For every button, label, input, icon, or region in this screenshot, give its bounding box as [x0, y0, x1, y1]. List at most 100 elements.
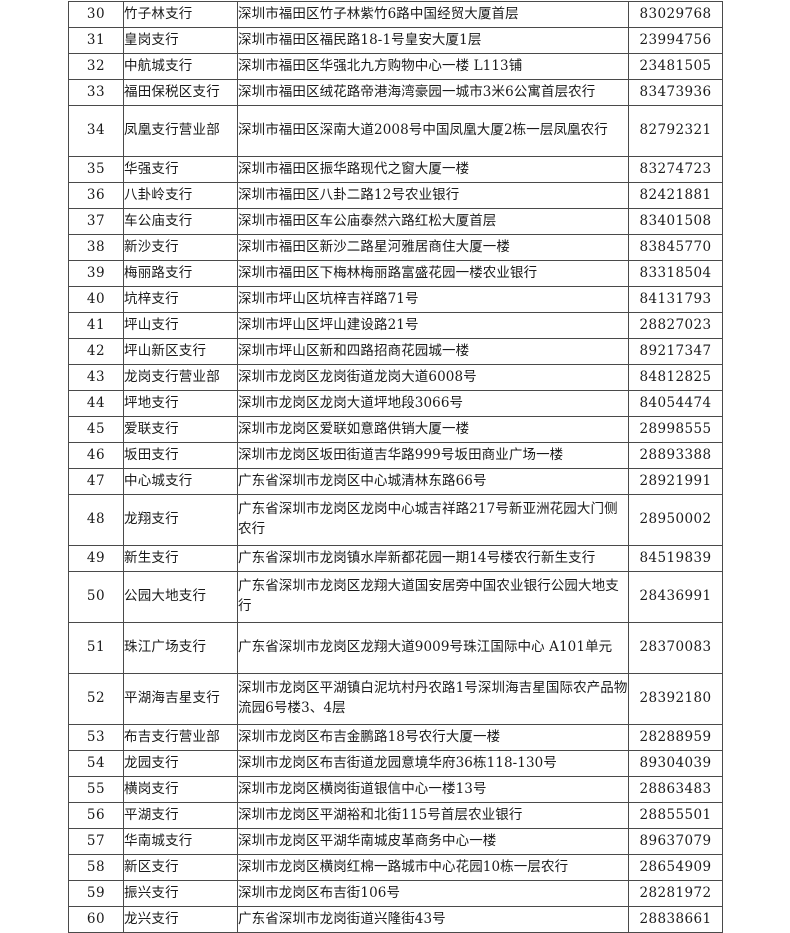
table-row: 44 坪地支行 深圳市龙岗区龙岗大道坪地段3066号 84054474	[68, 390, 723, 417]
cell-branch-address: 深圳市龙岗区平湖镇白泥坑村丹农路1号深圳海吉星国际农产品物流园6号楼3、4层	[237, 673, 629, 725]
cell-row-number: 48	[68, 494, 124, 546]
table-row: 42 坪山新区支行 深圳市坪山区新和四路招商花园城一楼 89217347	[68, 338, 723, 365]
cell-branch-phone: 82792321	[628, 105, 723, 157]
cell-branch-address: 深圳市福田区新沙二路星河雅居商住大厦一楼	[237, 234, 629, 261]
cell-branch-address: 深圳市福田区华强北九方购物中心一楼 L113铺	[237, 53, 629, 80]
table-row: 57 华南城支行 深圳市龙岗区平湖华南城皮革商务中心一楼 89637079	[68, 828, 723, 855]
cell-branch-name: 新区支行	[123, 854, 238, 881]
cell-branch-name: 坪地支行	[123, 390, 238, 417]
cell-branch-name: 平湖支行	[123, 802, 238, 829]
cell-row-number: 38	[68, 234, 124, 261]
cell-row-number: 44	[68, 390, 124, 417]
table-row: 39 梅丽路支行 深圳市福田区下梅林梅丽路富盛花园一楼农业银行 83318504	[68, 260, 723, 287]
cell-branch-phone: 23481505	[628, 53, 723, 80]
table-row: 49 新生支行 广东省深圳市龙岗镇水岸新都花园一期14号楼农行新生支行 8451983…	[68, 545, 723, 572]
cell-row-number: 33	[68, 79, 124, 106]
cell-row-number: 30	[68, 1, 124, 28]
cell-branch-address: 广东省深圳市龙岗镇水岸新都花园一期14号楼农行新生支行	[237, 545, 629, 572]
cell-branch-name: 公园大地支行	[123, 571, 238, 623]
table-row: 30 竹子林支行 深圳市福田区竹子林紫竹6路中国经贸大厦首层 83029768	[68, 1, 723, 28]
cell-row-number: 57	[68, 828, 124, 855]
cell-branch-name: 新生支行	[123, 545, 238, 572]
cell-branch-address: 深圳市坪山区新和四路招商花园城一楼	[237, 338, 629, 365]
cell-branch-address: 深圳市龙岗区布吉街道龙园意境华府36栋118-130号	[237, 750, 629, 777]
cell-branch-phone: 28436991	[628, 571, 723, 623]
cell-branch-address: 深圳市龙岗区平湖华南城皮革商务中心一楼	[237, 828, 629, 855]
cell-branch-phone: 28392180	[628, 673, 723, 725]
cell-branch-phone: 83274723	[628, 156, 723, 183]
cell-branch-name: 车公庙支行	[123, 208, 238, 235]
cell-branch-phone: 83845770	[628, 234, 723, 261]
cell-branch-address: 深圳市龙岗区龙岗大道坪地段3066号	[237, 390, 629, 417]
cell-row-number: 36	[68, 182, 124, 209]
cell-branch-name: 华强支行	[123, 156, 238, 183]
table-row: 35 华强支行 深圳市福田区振华路现代之窗大厦一楼 83274723	[68, 156, 723, 183]
cell-branch-phone: 28654909	[628, 854, 723, 881]
cell-branch-address: 广东省深圳市龙岗区龙岗中心城吉祥路217号新亚洲花园大门侧农行	[237, 494, 629, 546]
cell-row-number: 54	[68, 750, 124, 777]
table-row: 45 爱联支行 深圳市龙岗区爱联如意路供销大厦一楼 28998555	[68, 416, 723, 443]
branch-table-container: 30 竹子林支行 深圳市福田区竹子林紫竹6路中国经贸大厦首层 83029768 31 皇岗…	[68, 1, 723, 933]
table-row: 47 中心城支行 广东省深圳市龙岗区中心城清林东路66号 28921991	[68, 468, 723, 495]
cell-row-number: 45	[68, 416, 124, 443]
cell-branch-phone: 83318504	[628, 260, 723, 287]
table-row: 31 皇岗支行 深圳市福田区福民路18-1号皇安大厦1层 23994756	[68, 27, 723, 54]
cell-row-number: 41	[68, 312, 124, 339]
branch-table-body: 30 竹子林支行 深圳市福田区竹子林紫竹6路中国经贸大厦首层 83029768 31 皇岗…	[68, 1, 723, 933]
cell-branch-phone: 28863483	[628, 776, 723, 803]
table-row: 52 平湖海吉星支行 深圳市龙岗区平湖镇白泥坑村丹农路1号深圳海吉星国际农产品物流园…	[68, 673, 723, 725]
cell-branch-name: 凤凰支行营业部	[123, 105, 238, 157]
cell-branch-phone: 28998555	[628, 416, 723, 443]
cell-branch-name: 梅丽路支行	[123, 260, 238, 287]
cell-row-number: 47	[68, 468, 124, 495]
table-row: 51 珠江广场支行 广东省深圳市龙岗区龙翔大道9009号珠江国际中心 A101单元 2…	[68, 622, 723, 674]
table-row: 46 坂田支行 深圳市龙岗区坂田街道吉华路999号坂田商业广场一楼 28893388	[68, 442, 723, 469]
cell-branch-name: 坪山新区支行	[123, 338, 238, 365]
cell-branch-address: 广东省深圳市龙岗街道兴隆街43号	[237, 906, 629, 933]
cell-branch-address: 深圳市福田区八卦二路12号农业银行	[237, 182, 629, 209]
cell-branch-name: 振兴支行	[123, 880, 238, 907]
cell-row-number: 55	[68, 776, 124, 803]
cell-branch-address: 深圳市龙岗区布吉街106号	[237, 880, 629, 907]
cell-branch-address: 深圳市福田区绒花路帝港海湾豪园一城市3米6公寓首层农行	[237, 79, 629, 106]
cell-branch-address: 深圳市福田区下梅林梅丽路富盛花园一楼农业银行	[237, 260, 629, 287]
cell-branch-phone: 28838661	[628, 906, 723, 933]
table-row: 43 龙岗支行营业部 深圳市龙岗区龙岗街道龙岗大道6008号 84812825	[68, 364, 723, 391]
cell-branch-name: 坂田支行	[123, 442, 238, 469]
cell-row-number: 59	[68, 880, 124, 907]
cell-branch-address: 广东省深圳市龙岗区中心城清林东路66号	[237, 468, 629, 495]
cell-branch-name: 爱联支行	[123, 416, 238, 443]
cell-branch-phone: 89304039	[628, 750, 723, 777]
table-row: 53 布吉支行营业部 深圳市龙岗区布吉金鹏路18号农行大厦一楼 28288959	[68, 724, 723, 751]
table-row: 37 车公庙支行 深圳市福田区车公庙泰然六路红松大厦首层 83401508	[68, 208, 723, 235]
cell-branch-name: 横岗支行	[123, 776, 238, 803]
cell-branch-address: 深圳市龙岗区坂田街道吉华路999号坂田商业广场一楼	[237, 442, 629, 469]
cell-row-number: 58	[68, 854, 124, 881]
cell-branch-phone: 84131793	[628, 286, 723, 313]
cell-branch-name: 福田保税区支行	[123, 79, 238, 106]
cell-row-number: 42	[68, 338, 124, 365]
cell-branch-address: 深圳市龙岗区横岗街道银信中心一楼13号	[237, 776, 629, 803]
cell-branch-name: 布吉支行营业部	[123, 724, 238, 751]
cell-branch-address: 深圳市福田区车公庙泰然六路红松大厦首层	[237, 208, 629, 235]
cell-branch-name: 龙园支行	[123, 750, 238, 777]
cell-branch-address: 广东省深圳市龙岗区龙翔大道国安居旁中国农业银行公园大地支行	[237, 571, 629, 623]
table-row: 59 振兴支行 深圳市龙岗区布吉街106号 28281972	[68, 880, 723, 907]
cell-branch-phone: 83029768	[628, 1, 723, 28]
table-row: 50 公园大地支行 广东省深圳市龙岗区龙翔大道国安居旁中国农业银行公园大地支行 284…	[68, 571, 723, 623]
cell-branch-phone: 28893388	[628, 442, 723, 469]
cell-row-number: 37	[68, 208, 124, 235]
cell-branch-phone: 28281972	[628, 880, 723, 907]
cell-row-number: 52	[68, 673, 124, 725]
cell-branch-address: 广东省深圳市龙岗区龙翔大道9009号珠江国际中心 A101单元	[237, 622, 629, 674]
table-row: 41 坪山支行 深圳市坪山区坪山建设路21号 28827023	[68, 312, 723, 339]
cell-branch-phone: 23994756	[628, 27, 723, 54]
cell-branch-phone: 84812825	[628, 364, 723, 391]
cell-branch-address: 深圳市龙岗区平湖裕和北街115号首层农业银行	[237, 802, 629, 829]
cell-branch-address: 深圳市福田区福民路18-1号皇安大厦1层	[237, 27, 629, 54]
cell-row-number: 50	[68, 571, 124, 623]
cell-branch-phone: 83401508	[628, 208, 723, 235]
cell-branch-name: 中航城支行	[123, 53, 238, 80]
table-row: 54 龙园支行 深圳市龙岗区布吉街道龙园意境华府36栋118-130号 8930403…	[68, 750, 723, 777]
cell-branch-address: 深圳市福田区竹子林紫竹6路中国经贸大厦首层	[237, 1, 629, 28]
